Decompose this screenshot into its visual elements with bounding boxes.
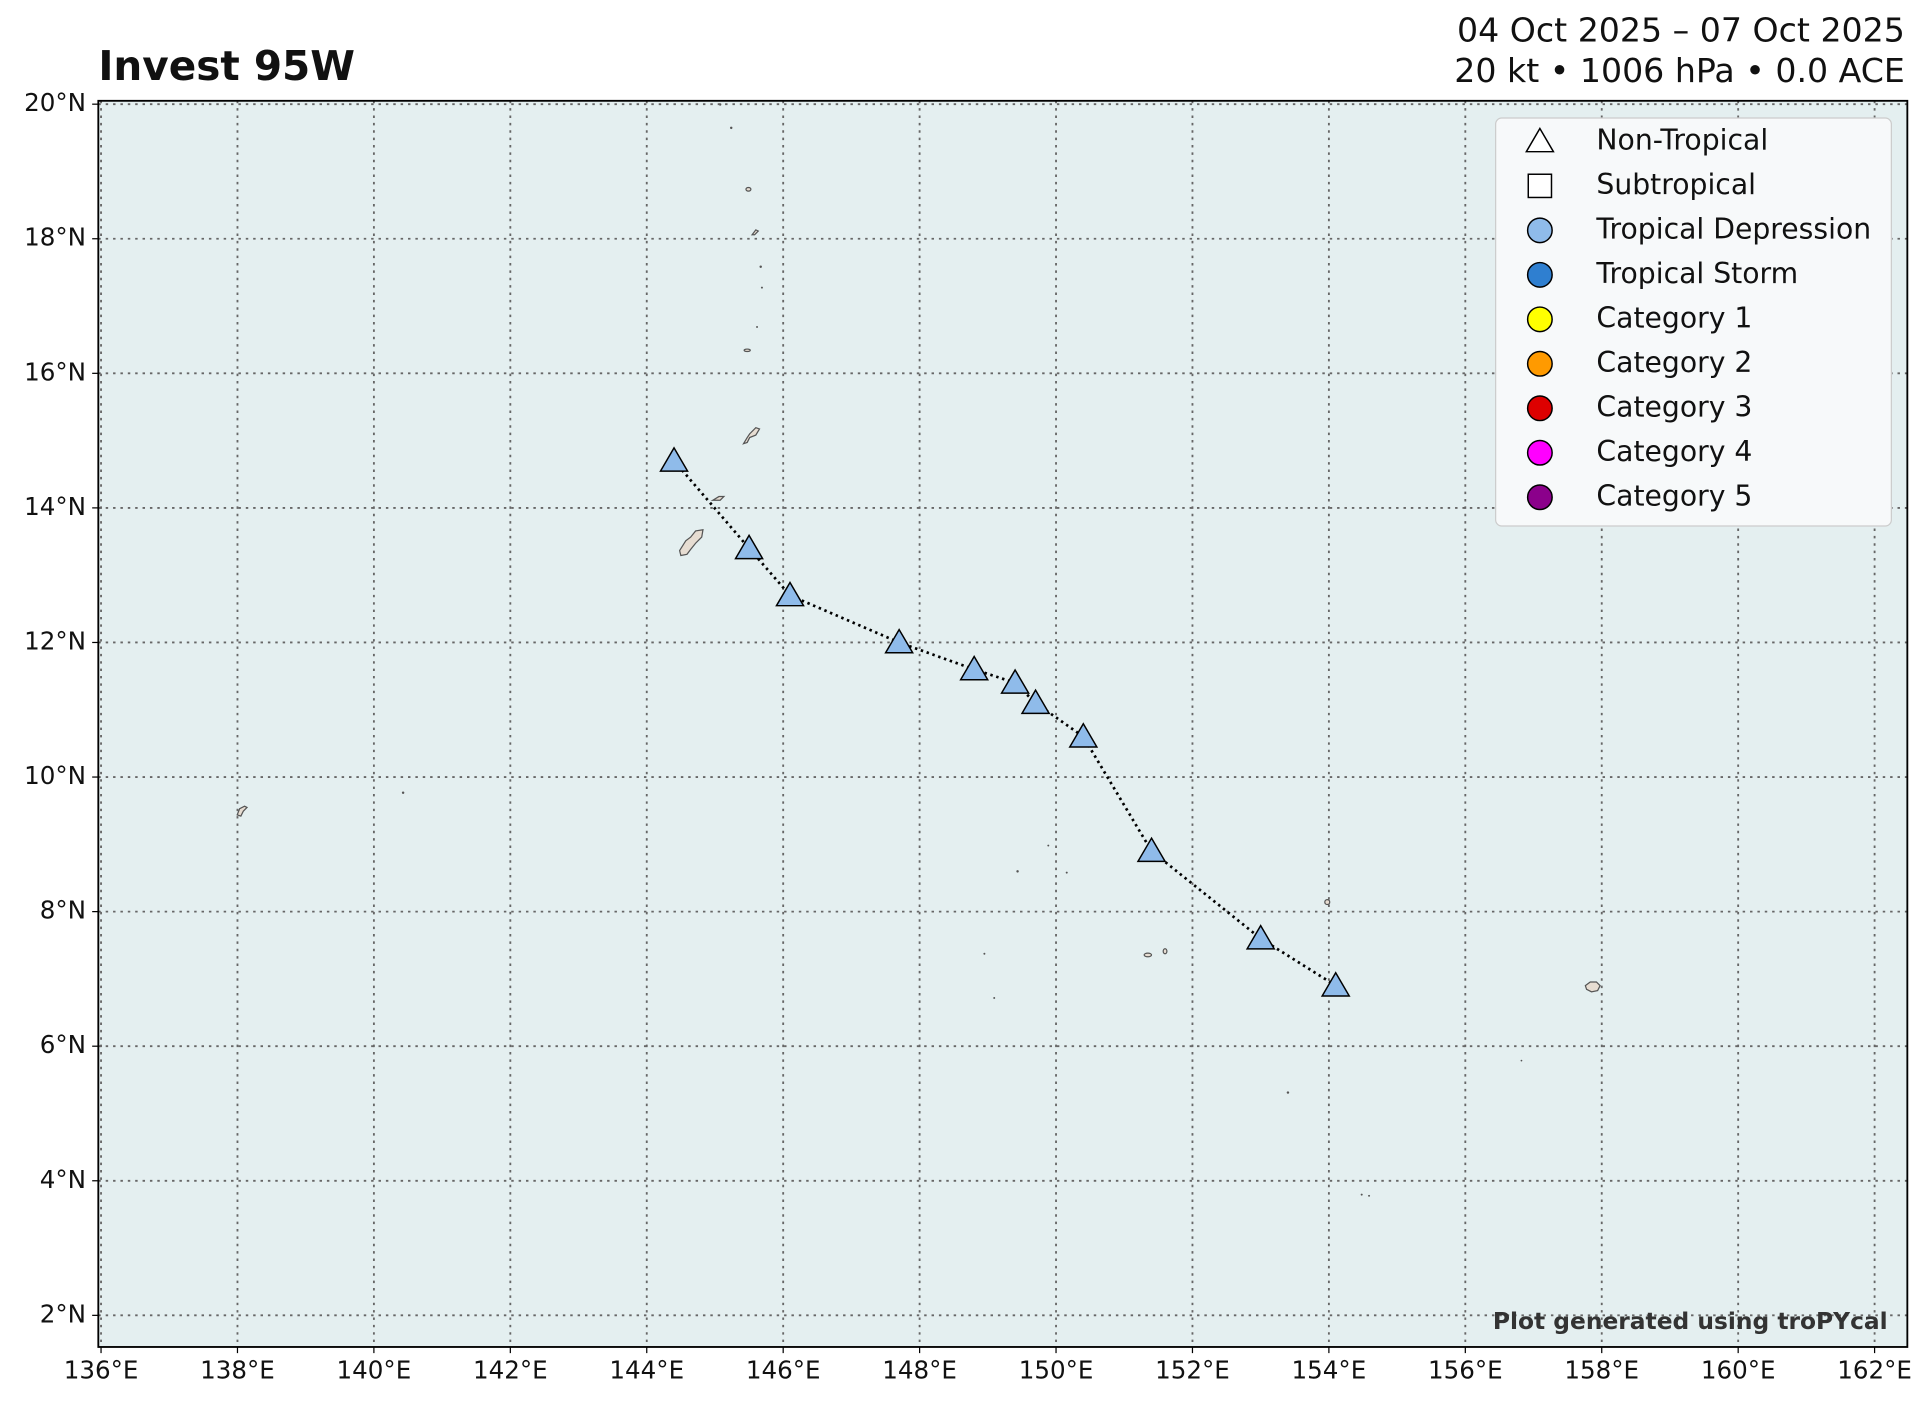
legend-label: Category 1 xyxy=(1596,301,1752,334)
legend-label: Category 5 xyxy=(1596,479,1752,512)
legend-marker xyxy=(1526,306,1553,333)
chart-subtitle: 04 Oct 2025 – 07 Oct 2025 xyxy=(1457,10,1905,49)
x-tick-label: 150°E xyxy=(1019,1356,1094,1385)
chart-title: Invest 95W xyxy=(98,42,355,90)
marker-triangle xyxy=(884,628,914,654)
marker-triangle xyxy=(734,533,764,560)
x-tick-label: 152°E xyxy=(1155,1356,1230,1385)
x-tick-label: 158°E xyxy=(1564,1356,1639,1385)
x-tick-label: 138°E xyxy=(200,1356,275,1385)
track xyxy=(659,446,1351,997)
legend-label: Category 4 xyxy=(1596,435,1752,468)
legend-box xyxy=(1495,117,1892,527)
x-tick-label: 146°E xyxy=(746,1356,821,1385)
y-tick-label: 12°N xyxy=(24,626,86,655)
chart-subtitle: 20 kt • 1006 hPa • 0.0 ACE xyxy=(1454,51,1905,90)
y-tick-label: 18°N xyxy=(24,223,86,252)
y-tick-label: 8°N xyxy=(40,896,86,925)
x-tick-label: 148°E xyxy=(882,1356,957,1385)
map-frame xyxy=(97,99,1909,1348)
legend-label: Category 2 xyxy=(1596,346,1752,379)
marker-triangle xyxy=(1068,722,1099,748)
x-tick-label: 154°E xyxy=(1292,1356,1367,1385)
marker-triangle xyxy=(959,655,990,681)
marker-triangle xyxy=(659,446,689,472)
legend-marker xyxy=(1526,395,1553,422)
legend-marker xyxy=(1527,173,1553,199)
x-tick-label: 142°E xyxy=(473,1356,548,1385)
y-tick-label: 16°N xyxy=(24,357,86,386)
x-tick-label: 160°E xyxy=(1701,1356,1776,1385)
legend-marker xyxy=(1526,484,1553,511)
marker-triangle xyxy=(775,581,805,607)
x-tick-label: 136°E xyxy=(64,1356,139,1385)
legend-marker xyxy=(1526,261,1553,288)
legend-label: Tropical Depression xyxy=(1595,212,1871,245)
legend-label: Non-Tropical xyxy=(1596,123,1768,156)
land xyxy=(236,186,1601,993)
legend-label: Tropical Storm xyxy=(1595,257,1798,290)
legend-marker xyxy=(1525,127,1555,153)
marker-triangle xyxy=(1320,971,1351,997)
legend: Non-Tropical Subtropical Tropical Depressi… xyxy=(1495,117,1892,527)
marker-triangle xyxy=(1245,924,1276,950)
y-tick-label: 4°N xyxy=(40,1165,86,1194)
y-tick-label: 14°N xyxy=(24,492,86,521)
y-tick-label: 6°N xyxy=(40,1030,86,1059)
x-tick-label: 140°E xyxy=(337,1356,412,1385)
legend-label: Subtropical xyxy=(1596,168,1756,201)
y-tick-label: 10°N xyxy=(24,761,86,790)
legend-label: Category 3 xyxy=(1596,390,1752,423)
x-tick-label: 144°E xyxy=(609,1356,684,1385)
x-tick-label: 156°E xyxy=(1428,1356,1503,1385)
credit: Plot generated using troPYcal xyxy=(1493,1307,1888,1335)
x-tick-label: 162°E xyxy=(1837,1356,1912,1385)
legend-marker xyxy=(1526,217,1553,244)
y-tick-label: 2°N xyxy=(40,1299,86,1328)
marker-triangle xyxy=(1020,688,1051,715)
marker-triangle xyxy=(1000,668,1030,694)
small-islands xyxy=(401,103,1523,1197)
y-tick-label: 20°N xyxy=(24,88,86,117)
marker-triangle xyxy=(1136,836,1167,863)
legend-marker xyxy=(1526,350,1553,377)
legend-marker xyxy=(1526,439,1553,466)
